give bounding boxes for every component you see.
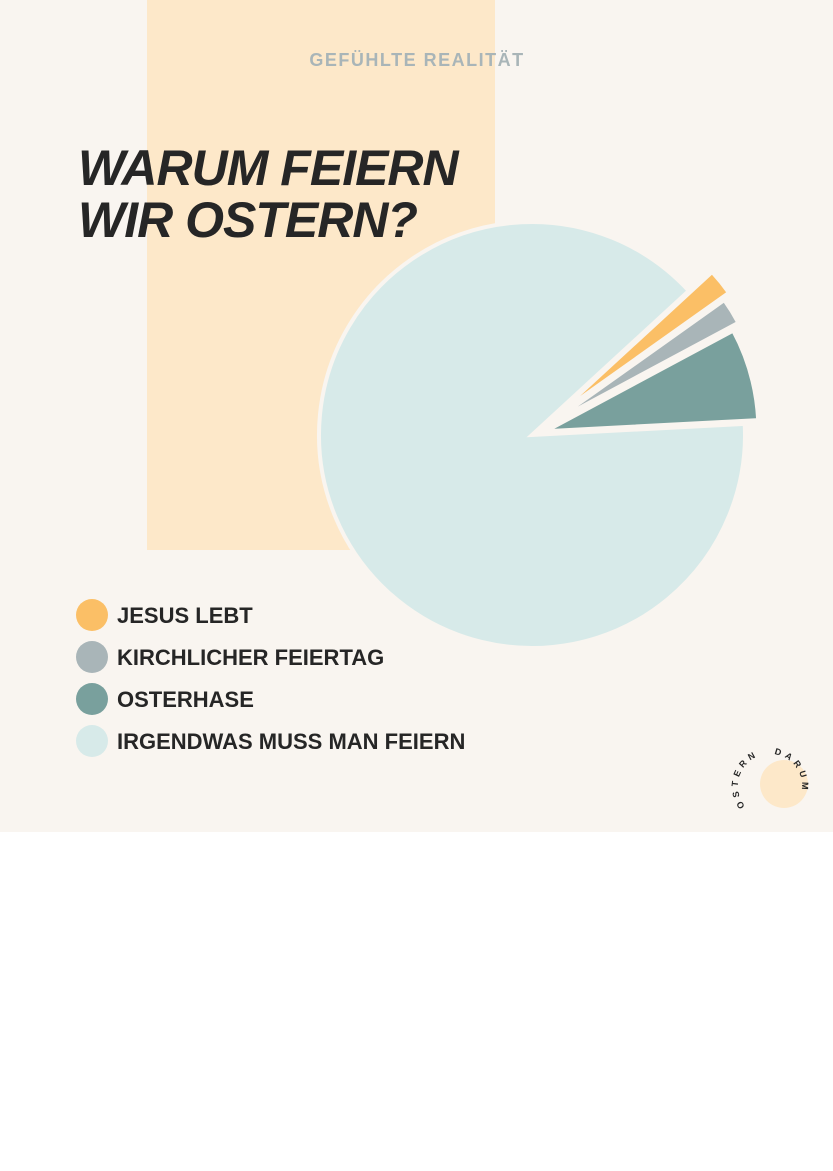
- legend-label: JESUS LEBT: [117, 603, 253, 628]
- pie-slice: [317, 220, 747, 650]
- pie-slice: [544, 327, 761, 434]
- logo-dot: [760, 760, 808, 808]
- pie-slice: [553, 269, 732, 418]
- legend-label: IRGENDWAS MUSS MAN FEIERN: [117, 729, 465, 754]
- legend-swatch: [76, 683, 108, 715]
- legend-label: KIRCHLICHER FEIERTAG: [117, 645, 384, 670]
- legend-swatch: [76, 725, 108, 757]
- subtitle: GEFÜHLTE REALITÄT: [309, 50, 524, 70]
- legend-swatch: [76, 641, 108, 673]
- pie-slice: [549, 297, 742, 426]
- legend-label: OSTERHASE: [117, 687, 254, 712]
- title-line: WARUM FEIERN: [78, 140, 460, 196]
- legend-swatch: [76, 599, 108, 631]
- legend: JESUS LEBT KIRCHLICHER FEIERTAG OSTERHASE I…: [76, 599, 465, 757]
- pie: [317, 220, 761, 650]
- title-line: WIR OSTERN?: [78, 192, 417, 248]
